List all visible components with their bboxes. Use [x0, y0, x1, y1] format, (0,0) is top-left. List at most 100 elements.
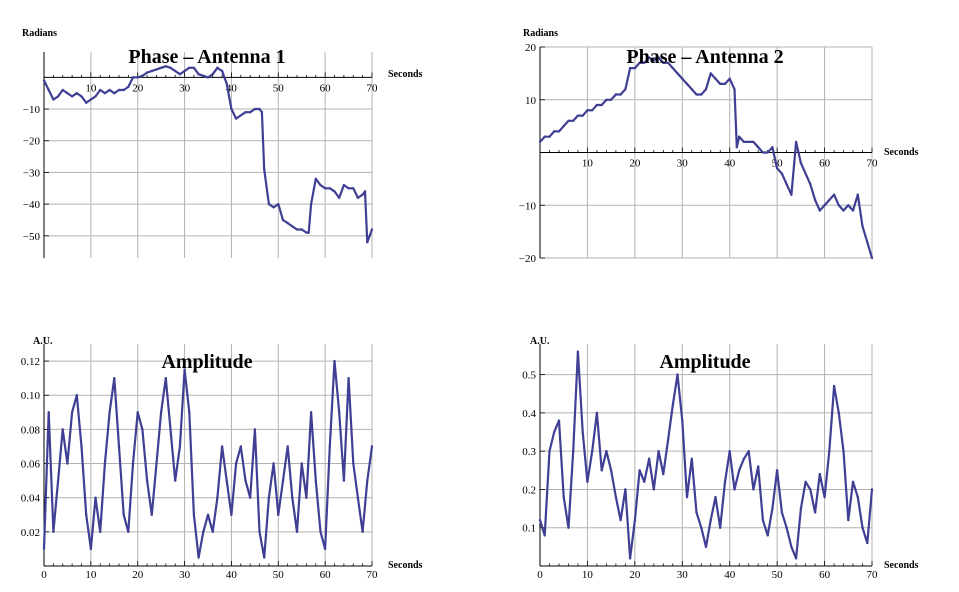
- data-point: [361, 530, 364, 533]
- data-point: [314, 479, 317, 482]
- data-point: [638, 469, 641, 472]
- data-point: [202, 530, 205, 533]
- data-point: [89, 547, 93, 551]
- data-point: [239, 445, 242, 448]
- data-point: [553, 430, 556, 434]
- data-point: [676, 373, 679, 376]
- data-point: [150, 69, 153, 73]
- y-tick-label: 20: [525, 42, 537, 54]
- x-tick-label: 20: [132, 82, 144, 94]
- x-tick-label: 10: [85, 569, 97, 581]
- data-point: [174, 69, 177, 73]
- data-point: [685, 82, 689, 86]
- data-point: [122, 513, 125, 516]
- data-point: [752, 140, 755, 144]
- data-point: [714, 495, 717, 499]
- data-point: [761, 151, 765, 154]
- data-point: [771, 507, 774, 510]
- data-point: [80, 445, 83, 448]
- data-point: [671, 66, 674, 70]
- data-point: [723, 82, 727, 86]
- data-point: [586, 109, 589, 112]
- data-point: [188, 411, 191, 414]
- data-point: [752, 488, 755, 491]
- data-point: [249, 111, 252, 114]
- data-point: [614, 93, 618, 96]
- data-point: [267, 202, 271, 206]
- data-point: [813, 198, 817, 202]
- data-point: [652, 488, 655, 491]
- x-tick-label: 50: [772, 569, 784, 581]
- data-point: [253, 428, 257, 431]
- data-point: [619, 518, 622, 522]
- data-point: [338, 411, 341, 414]
- data-point: [127, 530, 130, 533]
- data-point: [42, 547, 46, 551]
- chart-title: Amplitude: [659, 351, 750, 373]
- data-point: [747, 140, 750, 144]
- data-point: [809, 488, 812, 491]
- data-point: [766, 534, 769, 537]
- data-point: [363, 190, 367, 193]
- series-line: [42, 360, 374, 559]
- y-axis-label: A.U.: [33, 336, 53, 347]
- data-point: [600, 469, 603, 472]
- data-point: [572, 119, 575, 123]
- data-point: [183, 368, 186, 371]
- y-axis-label: Radians: [523, 28, 558, 39]
- data-point: [319, 183, 322, 187]
- data-point: [700, 93, 703, 96]
- data-point: [85, 101, 88, 104]
- data-point: [230, 513, 233, 516]
- data-point: [356, 496, 360, 499]
- data-point: [61, 88, 64, 92]
- data-point: [85, 513, 88, 516]
- x-tick-label: 20: [132, 569, 144, 581]
- data-point: [47, 88, 50, 92]
- x-tick-label: 40: [724, 158, 736, 170]
- y-tick-label: −20: [519, 253, 537, 265]
- data-point: [169, 66, 172, 70]
- data-point: [851, 480, 855, 483]
- data-point: [305, 231, 308, 234]
- data-point: [272, 462, 275, 465]
- data-point: [141, 428, 144, 431]
- data-point: [719, 526, 722, 529]
- data-point: [733, 88, 736, 91]
- data-point: [277, 513, 280, 516]
- data-point: [300, 462, 303, 465]
- data-point: [735, 146, 738, 149]
- data-point: [714, 77, 717, 80]
- chart-phase-antenna-1: 10 20 30 40 50 60 70 −10 −20 −30 −40 −50 Radians Seco…: [22, 28, 423, 258]
- y-tick-label: 0.04: [21, 493, 41, 505]
- data-point: [553, 130, 556, 133]
- data-point: [113, 377, 116, 380]
- data-point: [695, 93, 698, 96]
- data-point: [56, 479, 60, 482]
- data-point: [206, 513, 210, 516]
- x-tick-label: 70: [867, 158, 879, 170]
- data-point: [216, 66, 219, 70]
- data-point: [192, 66, 196, 70]
- grid: [539, 344, 873, 566]
- data-point: [818, 472, 821, 476]
- data-point: [150, 513, 153, 516]
- x-tick-label: 0: [537, 569, 543, 581]
- data-point: [643, 480, 646, 483]
- data-point: [164, 65, 167, 68]
- data-point: [775, 167, 779, 170]
- x-tick-label: 70: [367, 569, 379, 581]
- data-point: [809, 183, 812, 186]
- data-point: [619, 93, 622, 96]
- x-tick-label: 20: [629, 158, 641, 170]
- data-point: [600, 103, 603, 107]
- data-point: [347, 187, 350, 190]
- data-point: [258, 530, 261, 533]
- data-point: [319, 530, 322, 533]
- x-tick-label: 40: [226, 82, 238, 94]
- data-point: [80, 95, 83, 98]
- data-point: [813, 511, 817, 514]
- data-point: [557, 419, 561, 422]
- data-point: [225, 82, 228, 85]
- data-point: [234, 462, 238, 465]
